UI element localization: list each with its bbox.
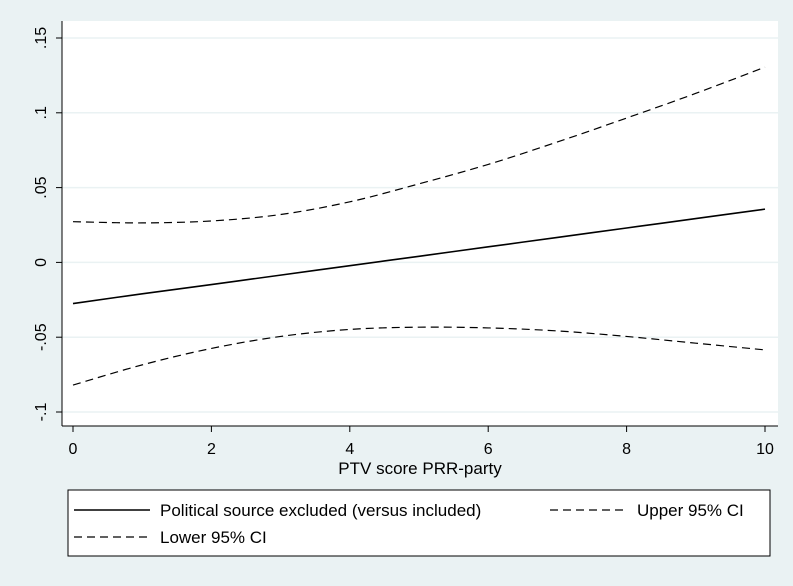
legend-box <box>67 489 771 557</box>
y-tick-label: .15 <box>33 27 50 49</box>
legend: Political source excluded (versus includ… <box>67 489 771 557</box>
legend-label-upper: Upper 95% CI <box>637 501 744 520</box>
grid-lines <box>62 37 778 413</box>
x-tick-label: 8 <box>622 441 631 458</box>
y-tick-label: .05 <box>33 176 50 198</box>
y-tick-label: -.1 <box>33 403 50 422</box>
x-tick-label: 2 <box>207 441 216 458</box>
y-tick-label: .1 <box>33 106 50 119</box>
x-tick-label: 0 <box>69 441 78 458</box>
legend-label-lower: Lower 95% CI <box>160 528 267 547</box>
series-line-estimate <box>72 208 766 305</box>
y-axis-ticks: -.1 -.05 0 .05 .1 .15 <box>33 27 62 422</box>
x-axis-label: PTV score PRR-party <box>338 459 502 478</box>
y-tick-label: -.05 <box>33 323 50 351</box>
x-tick-label: 6 <box>484 441 493 458</box>
series-line-upper-ci <box>72 66 766 224</box>
x-tick-label: 4 <box>345 441 354 458</box>
series-line-lower-ci <box>72 326 766 386</box>
x-axis-ticks: 0 2 4 6 8 10 <box>69 426 774 458</box>
x-tick-label: 10 <box>756 441 774 458</box>
series-lines <box>72 66 766 386</box>
legend-label-estimate: Political source excluded (versus includ… <box>160 501 481 520</box>
y-tick-label: 0 <box>33 258 50 267</box>
plot-area <box>62 21 778 426</box>
